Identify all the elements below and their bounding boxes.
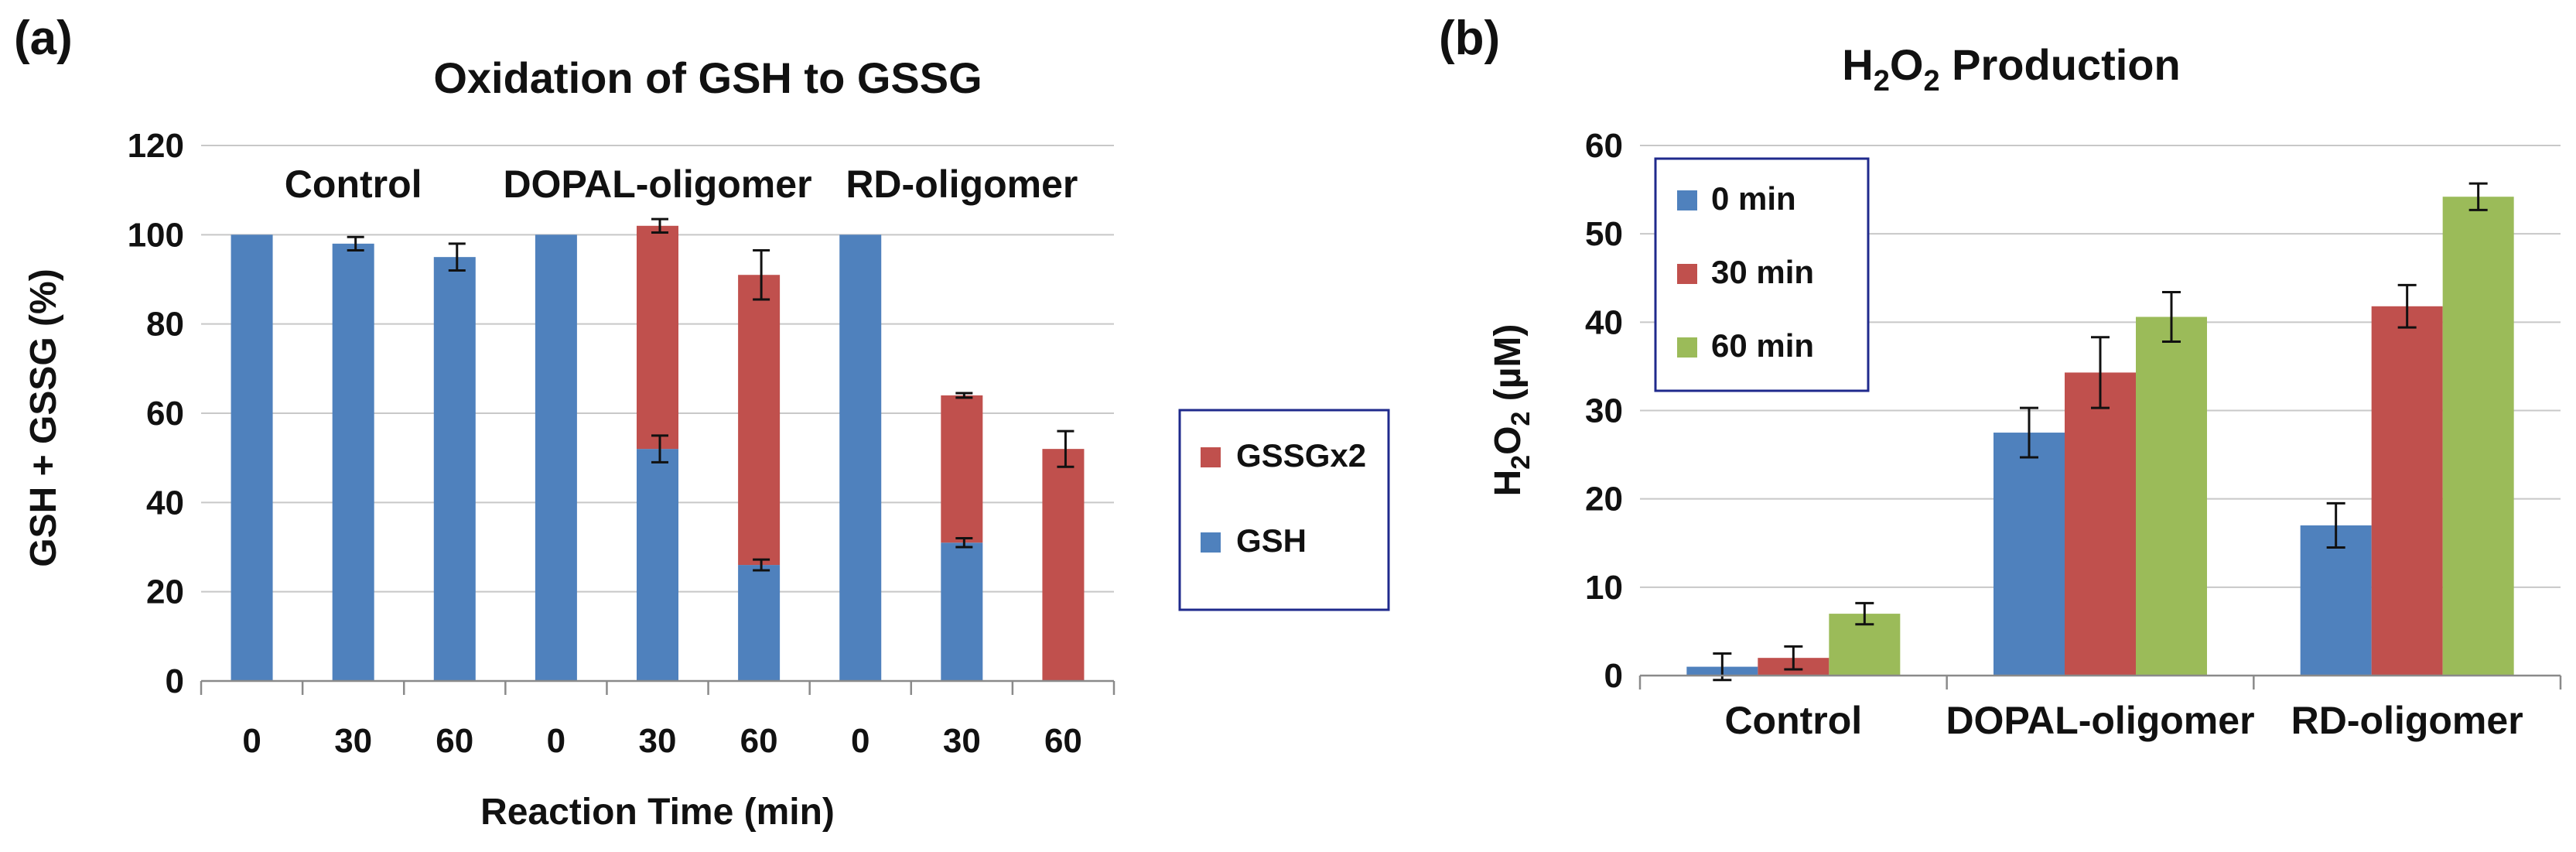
panel-a-bar-gsh-5 — [738, 565, 781, 681]
panel-b-title-h: H — [1842, 40, 1873, 89]
panel-a-bar-gssgx2-5 — [738, 275, 781, 566]
panel-b-legend: 0 min 30 min 60 min — [1654, 157, 1870, 392]
panel-a-bar-gsh-0 — [231, 234, 273, 681]
panel-b-title-o: O — [1890, 40, 1924, 89]
panel-b-title-rest: Production — [1940, 40, 2181, 89]
panel-b-ylabel-sub1: 2 — [1506, 455, 1536, 470]
panel-b-y-tick-label: 40 — [1585, 303, 1623, 341]
panel-b-y-tick-label: 10 — [1585, 569, 1623, 607]
panel-a-error-bars — [347, 217, 1074, 572]
panel-b-y-tick-label: 60 — [1585, 127, 1623, 165]
panel-b-bar-0min-1 — [1993, 433, 2065, 676]
panel-a-x-tick-label: 60 — [436, 722, 473, 760]
panel-a-bar-gsh-7 — [941, 542, 983, 681]
panel-a-bar-gssgx2-7 — [941, 395, 983, 543]
panel-a-y-tick-label: 80 — [146, 306, 184, 344]
panel-b-x-ticks: Control DOPAL-oligomer RD-oligomer — [1638, 676, 2562, 742]
panel-b-y-axis-label: H2O2 (µM) — [1488, 324, 1536, 497]
panel-a-y-tick-label: 120 — [128, 127, 184, 165]
panel-a-bar-gsh-2 — [433, 257, 476, 682]
panel-a-group-label: RD-oligomer — [846, 163, 1078, 206]
panel-a-x-tick-label: 0 — [242, 722, 261, 760]
panel-a-y-tick-label: 60 — [146, 395, 184, 433]
panel-b-y-tick-label: 30 — [1585, 392, 1623, 430]
panel-b-ylabel-h: H — [1488, 470, 1529, 497]
panel-a-x-tick-label: 0 — [547, 722, 565, 760]
panel-b-bar-30min-2 — [2371, 306, 2443, 676]
panel-b-ylabel-rest: (µM) — [1488, 324, 1529, 412]
panel-a-x-axis-label: Reaction Time (min) — [480, 792, 835, 833]
panel-a-y-axis-label: GSH + GSSG (%) — [23, 269, 64, 566]
panel-a-x-tick-label: 60 — [1044, 722, 1082, 760]
panel-a-bar-gsh-6 — [839, 234, 882, 681]
panel-b-bar-60min-1 — [2136, 317, 2207, 676]
panel-a-bar-gssgx2-4 — [637, 225, 678, 450]
panel-a-title: Oxidation of GSH to GSSG — [433, 53, 982, 102]
panel-a-x-tick-label: 60 — [740, 722, 778, 760]
panel-b-legend-swatch-30min — [1677, 264, 1697, 284]
panel-a-group-labels: Control DOPAL-oligomer RD-oligomer — [285, 163, 1078, 206]
panel-a-legend: GSSGx2 GSH — [1178, 409, 1390, 611]
panel-b-title: H2O2 Production — [1842, 40, 2180, 98]
panel-a-legend-box — [1178, 409, 1390, 611]
panel-b-error-bars — [1713, 182, 2488, 682]
panel-b-title-sub2: 2 — [1923, 65, 1939, 98]
panel-a-label: (a) — [14, 12, 73, 65]
panel-a-bar-gsh-4 — [637, 449, 678, 681]
panel-a-y-tick-label: 100 — [128, 216, 184, 254]
panel-a-group-label: Control — [285, 163, 422, 206]
panel-a-x-ticks: 0 30 60 0 30 60 0 30 60 — [200, 681, 1115, 760]
panel-a: (a) Oxidation of GSH to GSSG 0 20 40 60 80 10… — [14, 12, 1390, 833]
panel-a-group-label: DOPAL-oligomer — [503, 163, 811, 206]
panel-b-legend-label-0min: 0 min — [1711, 180, 1796, 217]
panel-b-y-tick-label: 50 — [1585, 215, 1623, 253]
panel-b-ylabel-o: O — [1488, 426, 1529, 454]
panel-b-bars — [1686, 197, 2514, 676]
panel-a-y-tick-label: 40 — [146, 484, 184, 522]
panel-b-bar-60min-2 — [2442, 197, 2514, 676]
panel-a-x-tick-label: 30 — [334, 722, 372, 760]
panel-b-legend-swatch-60min — [1677, 337, 1697, 358]
panel-a-legend-label-gssgx2: GSSGx2 — [1236, 437, 1366, 474]
panel-a-x-tick-label: 30 — [943, 722, 981, 760]
panel-b-title-sub1: 2 — [1874, 65, 1890, 98]
panel-a-x-tick-label: 0 — [851, 722, 869, 760]
panel-a-legend-swatch-gssgx2 — [1201, 447, 1221, 467]
panel-b-x-tick-label: DOPAL-oligomer — [1946, 699, 2254, 742]
panel-a-bar-gssgx2-8 — [1042, 449, 1085, 681]
panel-b-y-tick-label: 20 — [1585, 481, 1623, 518]
panel-b-legend-label-60min: 60 min — [1711, 327, 1814, 364]
panel-b-bar-30min-1 — [2065, 372, 2136, 676]
panel-a-y-ticks: 0 20 40 60 80 100 120 — [128, 127, 184, 700]
panel-b-ylabel-sub2: 2 — [1506, 412, 1536, 426]
panel-a-legend-label-gsh: GSH — [1236, 522, 1307, 559]
panel-a-bar-gsh-3 — [535, 234, 577, 681]
panel-b-y-ticks: 0 10 20 30 40 50 60 — [1585, 127, 1623, 695]
panel-b-y-tick-label: 0 — [1604, 657, 1623, 695]
panel-b-x-tick-label: Control — [1724, 699, 1862, 742]
panel-b-legend-label-30min: 30 min — [1711, 254, 1814, 290]
panel-a-bars — [231, 225, 1085, 682]
panel-b-bar-0min-2 — [2300, 525, 2372, 676]
panel-a-y-tick-label: 0 — [166, 662, 184, 700]
panel-b-label: (b) — [1439, 12, 1500, 65]
panel-a-x-tick-label: 30 — [639, 722, 677, 760]
panel-a-bar-gsh-1 — [332, 243, 374, 681]
panel-a-legend-swatch-gsh — [1201, 532, 1221, 553]
panel-a-y-tick-label: 20 — [146, 573, 184, 611]
panel-b-legend-swatch-0min — [1677, 190, 1697, 210]
panel-b-x-tick-label: RD-oligomer — [2291, 699, 2523, 742]
